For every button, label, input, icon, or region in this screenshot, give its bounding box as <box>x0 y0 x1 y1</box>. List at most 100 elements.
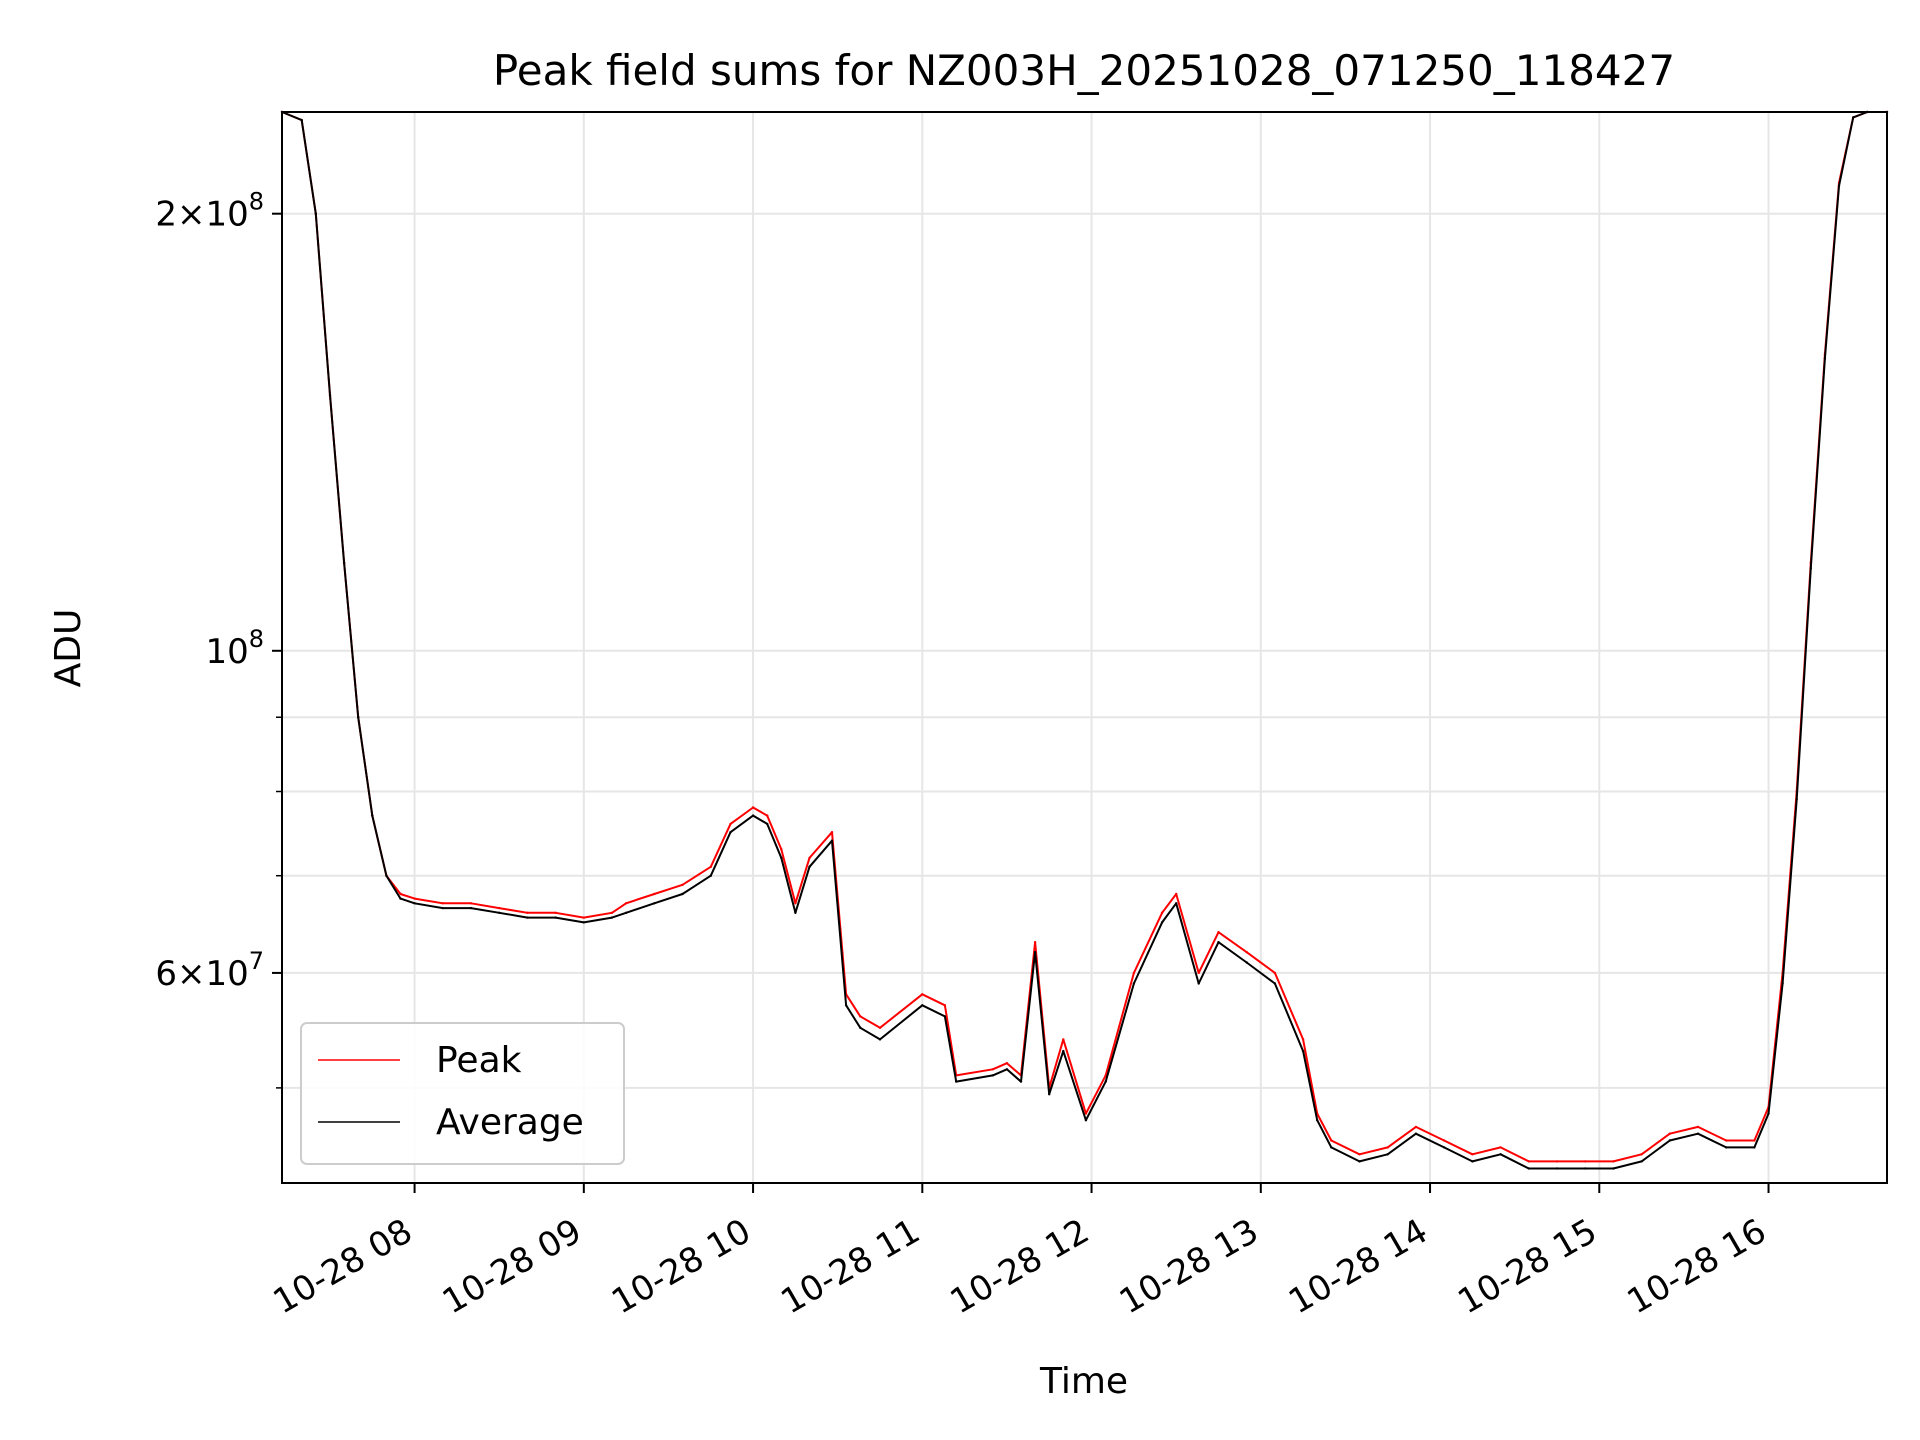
data-point-peak <box>808 856 811 860</box>
data-point-average <box>1019 1080 1023 1083</box>
data-point-average <box>766 822 769 826</box>
data-point-average <box>1316 1119 1319 1122</box>
data-point-peak <box>681 883 684 886</box>
data-point-peak <box>794 902 797 905</box>
data-point-average <box>1273 982 1277 985</box>
data-point-average <box>1330 1146 1333 1149</box>
data-point-average <box>1414 1132 1418 1135</box>
data-point-average <box>1837 184 1841 188</box>
data-point-peak <box>582 916 585 919</box>
data-point-peak <box>878 1026 882 1030</box>
data-point-average <box>1499 1153 1502 1156</box>
data-point-average <box>1033 951 1037 954</box>
data-point-peak <box>469 902 473 905</box>
legend-box <box>300 1022 625 1165</box>
data-point-average <box>1160 921 1164 924</box>
data-point-peak <box>991 1068 994 1071</box>
data-point-average <box>1217 941 1220 944</box>
data-point-average <box>1781 982 1784 985</box>
data-point-average <box>709 874 712 877</box>
data-point-peak <box>1062 1038 1065 1041</box>
data-point-peak <box>1132 971 1136 975</box>
data-point-peak <box>1584 1160 1587 1163</box>
data-point-average <box>1584 1167 1587 1170</box>
data-point-average <box>808 865 811 868</box>
data-point-average <box>371 814 374 817</box>
data-point-average <box>1809 567 1813 570</box>
data-point-peak <box>1245 951 1248 954</box>
data-point-average <box>1471 1160 1474 1163</box>
data-point-average <box>1197 982 1200 985</box>
data-point-peak <box>1527 1160 1531 1163</box>
data-point-peak <box>624 902 628 905</box>
data-point-average <box>300 118 303 122</box>
data-point-average <box>1725 1146 1728 1149</box>
data-point-average <box>780 856 783 860</box>
data-point-average <box>1442 1146 1446 1149</box>
data-point-average <box>729 831 732 834</box>
data-point-peak <box>766 814 769 817</box>
data-point-peak <box>1555 1160 1559 1163</box>
data-point-peak <box>1640 1153 1643 1156</box>
data-point-peak <box>1696 1125 1700 1129</box>
data-point-average <box>526 916 529 919</box>
data-point-peak <box>1612 1160 1615 1163</box>
data-point-average <box>1668 1139 1672 1142</box>
data-point-average <box>794 911 797 914</box>
legend: Peak Average <box>300 1022 625 1165</box>
data-point-average <box>1358 1160 1361 1163</box>
data-point-average <box>554 916 557 919</box>
data-point-average <box>1795 798 1798 801</box>
legend-label-average: Average <box>436 1102 584 1143</box>
data-point-average <box>413 902 416 905</box>
data-point-peak <box>1301 1038 1305 1041</box>
data-point-peak <box>859 1015 862 1018</box>
data-point-peak <box>399 892 402 896</box>
data-point-peak <box>526 911 529 914</box>
series-line-average <box>281 111 1887 1170</box>
data-point-average <box>955 1080 958 1083</box>
data-point-average <box>582 921 585 924</box>
data-point-peak <box>1160 911 1164 914</box>
data-point-peak <box>1330 1139 1333 1142</box>
data-point-average <box>314 212 317 215</box>
data-point-peak <box>441 902 444 905</box>
data-point-average <box>1132 982 1136 985</box>
data-point-average <box>498 911 501 914</box>
data-point-peak <box>1005 1062 1009 1065</box>
data-point-average <box>1612 1167 1615 1170</box>
data-point-average <box>610 916 614 919</box>
data-point-average <box>878 1038 882 1041</box>
data-point-average <box>1301 1049 1305 1053</box>
series-layer <box>280 110 1889 1170</box>
data-point-average <box>1640 1160 1643 1163</box>
data-point-average <box>1084 1119 1088 1122</box>
data-point-peak <box>1386 1146 1389 1149</box>
data-point-peak <box>1753 1139 1756 1142</box>
data-point-average <box>1696 1132 1700 1135</box>
data-point-peak <box>751 806 755 809</box>
data-point-peak <box>921 993 924 996</box>
data-point-peak <box>1471 1153 1474 1156</box>
data-point-average <box>1852 116 1855 119</box>
data-point-average <box>1062 1049 1065 1053</box>
data-point-peak <box>554 911 557 914</box>
data-point-average <box>1753 1146 1756 1149</box>
data-point-peak <box>413 897 416 900</box>
data-point-average <box>681 892 684 896</box>
data-point-peak <box>1725 1139 1728 1142</box>
data-point-peak <box>1175 892 1178 896</box>
data-point-average <box>1104 1080 1107 1083</box>
data-point-average <box>1245 961 1248 964</box>
data-point-average <box>469 906 473 910</box>
data-point-average <box>328 393 332 397</box>
data-point-average <box>441 906 444 910</box>
data-point-average <box>921 1004 924 1007</box>
data-point-peak <box>1442 1139 1446 1142</box>
data-point-peak <box>943 1004 947 1007</box>
y-tick-label: 6×107 <box>155 947 264 994</box>
plot-frame <box>281 111 1888 1184</box>
data-point-average <box>1527 1167 1531 1170</box>
